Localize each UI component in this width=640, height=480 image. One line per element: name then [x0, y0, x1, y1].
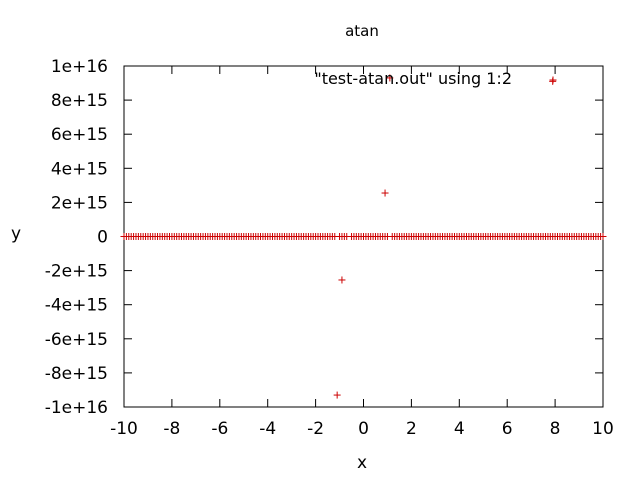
y-axis-tick-labels: 1e+16 8e+15 6e+15 4e+15 2e+15 0 -2e+15 -4e+15 -6…: [45, 57, 108, 418]
legend-marker-symbol: [549, 76, 557, 84]
x-tick-label: -4: [259, 419, 276, 439]
x-tick-label: 6: [502, 419, 513, 439]
y-tick-label: -2e+15: [45, 262, 108, 282]
x-tick-label: 8: [550, 419, 561, 439]
y-tick-label: -1e+16: [45, 398, 108, 418]
y-tick-label: 4e+15: [51, 159, 108, 179]
y-tick-label: 1e+16: [51, 57, 108, 77]
y-tick-label: 2e+15: [51, 193, 108, 213]
x-tick-label: 2: [406, 419, 417, 439]
x-tick-label: 0: [358, 419, 369, 439]
data-point: [338, 276, 346, 284]
x-tick-label: -8: [163, 419, 180, 439]
x-axis-ticks: [123, 66, 604, 407]
y-axis-ticks: [124, 65, 603, 408]
legend-marker: [549, 76, 557, 84]
x-axis-label: x: [357, 453, 367, 473]
x-tick-label: 4: [454, 419, 465, 439]
data-point: [381, 189, 389, 197]
legend-label: "test-atan.out" using 1:2: [314, 69, 512, 88]
y-tick-label: 6e+15: [51, 125, 108, 145]
legend: "test-atan.out" using 1:2: [314, 69, 557, 88]
y-tick-label: -4e+15: [45, 296, 108, 316]
data-point: [333, 391, 341, 399]
y-tick-label: 0: [97, 228, 108, 248]
y-tick-label: -6e+15: [45, 330, 108, 350]
x-tick-label: 10: [592, 419, 614, 439]
chart-title: atan: [345, 22, 379, 40]
y-tick-label: 8e+15: [51, 91, 108, 111]
data-point: [599, 233, 607, 240]
x-tick-label: -10: [110, 419, 138, 439]
y-tick-label: -8e+15: [45, 364, 108, 384]
data-point: [386, 74, 394, 82]
x-tick-label: -6: [211, 419, 228, 439]
x-tick-label: -2: [307, 419, 324, 439]
series-points: [120, 74, 607, 399]
y-axis-label: y: [11, 224, 21, 244]
x-axis-tick-labels: -10 -8 -6 -4 -2 0 2 4 6 8 10: [110, 419, 614, 439]
